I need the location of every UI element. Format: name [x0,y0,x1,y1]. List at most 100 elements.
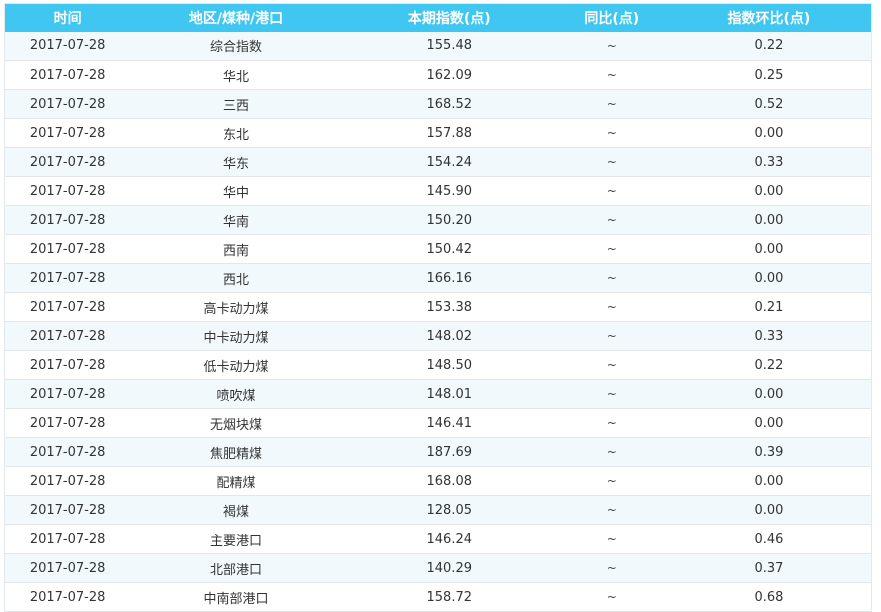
cell-yoy: ~ [556,379,667,409]
cell-mom: 0.00 [666,176,872,206]
cell-yoy: ~ [556,263,667,293]
cell-current-index: 153.38 [341,292,557,322]
cell-region: 主要港口 [130,524,342,554]
cell-time: 2017-07-28 [4,147,131,177]
cell-current-index: 168.52 [341,89,557,119]
cell-yoy: ~ [556,118,667,148]
table-header: 时间 地区/煤种/港口 本期指数(点) 同比(点) 指数环比(点) [4,3,872,32]
table-row: 2017-07-28 综合指数 155.48 ~0.22 [4,31,872,61]
column-header-current-index: 本期指数(点) [341,3,557,32]
cell-mom: 0.33 [666,147,872,177]
cell-time: 2017-07-28 [4,292,131,322]
cell-yoy: ~ [556,31,667,61]
cell-yoy: ~ [556,147,667,177]
cell-mom: 0.22 [666,31,872,61]
cell-current-index: 154.24 [341,147,557,177]
cell-time: 2017-07-28 [4,524,131,554]
cell-current-index: 162.09 [341,60,557,90]
cell-yoy: ~ [556,524,667,554]
table-row: 2017-07-28 配精煤 168.08 ~0.00 [4,466,872,496]
cell-yoy: ~ [556,408,667,438]
cell-yoy: ~ [556,495,667,525]
cell-current-index: 146.41 [341,408,557,438]
cell-current-index: 166.16 [341,263,557,293]
cell-region: 喷吹煤 [130,379,342,409]
cell-mom: 0.46 [666,524,872,554]
cell-mom: 0.00 [666,263,872,293]
cell-mom: 0.00 [666,495,872,525]
cell-time: 2017-07-28 [4,234,131,264]
cell-mom: 0.52 [666,89,872,119]
table-row: 2017-07-28 三西 168.52 ~0.52 [4,89,872,119]
table-row: 2017-07-28 西南 150.42 ~0.00 [4,234,872,264]
cell-time: 2017-07-28 [4,350,131,380]
cell-yoy: ~ [556,437,667,467]
cell-yoy: ~ [556,176,667,206]
table-row: 2017-07-28 西北 166.16 ~0.00 [4,263,872,293]
cell-mom: 0.00 [666,466,872,496]
table-row: 2017-07-28 东北 157.88 ~0.00 [4,118,872,148]
table-row: 2017-07-28 喷吹煤 148.01 ~0.00 [4,379,872,409]
cell-time: 2017-07-28 [4,437,131,467]
cell-yoy: ~ [556,89,667,119]
cell-time: 2017-07-28 [4,176,131,206]
cell-region: 无烟块煤 [130,408,342,438]
table-row: 2017-07-28 华中 145.90 ~0.00 [4,176,872,206]
cell-region: 北部港口 [130,553,342,583]
cell-time: 2017-07-28 [4,495,131,525]
cell-mom: 0.68 [666,582,872,612]
table-row: 2017-07-28 焦肥精煤 187.69 ~0.39 [4,437,872,467]
cell-time: 2017-07-28 [4,89,131,119]
table-row: 2017-07-28 主要港口 146.24 ~0.46 [4,524,872,554]
cell-time: 2017-07-28 [4,321,131,351]
table-row: 2017-07-28 褐煤 128.05 ~0.00 [4,495,872,525]
cell-current-index: 155.48 [341,31,557,61]
table-row: 2017-07-28 北部港口 140.29 ~0.37 [4,553,872,583]
cell-current-index: 150.20 [341,205,557,235]
cell-time: 2017-07-28 [4,408,131,438]
cell-region: 褐煤 [130,495,342,525]
cell-mom: 0.37 [666,553,872,583]
cell-region: 西南 [130,234,342,264]
table-row: 2017-07-28 无烟块煤 146.41 ~0.00 [4,408,872,438]
cell-current-index: 148.01 [341,379,557,409]
cell-region: 中南部港口 [130,582,342,612]
coal-index-table: 时间 地区/煤种/港口 本期指数(点) 同比(点) 指数环比(点) 2017-0… [4,3,872,612]
cell-region: 综合指数 [130,31,342,61]
cell-region: 配精煤 [130,466,342,496]
cell-time: 2017-07-28 [4,466,131,496]
cell-region: 高卡动力煤 [130,292,342,322]
cell-current-index: 148.50 [341,350,557,380]
cell-current-index: 157.88 [341,118,557,148]
cell-yoy: ~ [556,466,667,496]
cell-mom: 0.00 [666,408,872,438]
cell-region: 西北 [130,263,342,293]
cell-region: 东北 [130,118,342,148]
cell-region: 华北 [130,60,342,90]
cell-mom: 0.21 [666,292,872,322]
cell-current-index: 140.29 [341,553,557,583]
cell-time: 2017-07-28 [4,582,131,612]
column-header-mom: 指数环比(点) [666,3,872,32]
cell-yoy: ~ [556,205,667,235]
cell-region: 中卡动力煤 [130,321,342,351]
table-row: 2017-07-28 华南 150.20 ~0.00 [4,205,872,235]
column-header-region: 地区/煤种/港口 [130,3,342,32]
cell-yoy: ~ [556,350,667,380]
cell-region: 华东 [130,147,342,177]
cell-current-index: 146.24 [341,524,557,554]
table-row: 2017-07-28 中卡动力煤 148.02 ~0.33 [4,321,872,351]
cell-mom: 0.00 [666,118,872,148]
cell-current-index: 148.02 [341,321,557,351]
cell-time: 2017-07-28 [4,379,131,409]
table-row: 2017-07-28 华北 162.09 ~0.25 [4,60,872,90]
cell-mom: 0.00 [666,379,872,409]
column-header-yoy: 同比(点) [556,3,667,32]
table-row: 2017-07-28 高卡动力煤 153.38 ~0.21 [4,292,872,322]
cell-yoy: ~ [556,60,667,90]
cell-time: 2017-07-28 [4,263,131,293]
cell-current-index: 168.08 [341,466,557,496]
cell-mom: 0.22 [666,350,872,380]
cell-mom: 0.00 [666,234,872,264]
cell-current-index: 145.90 [341,176,557,206]
